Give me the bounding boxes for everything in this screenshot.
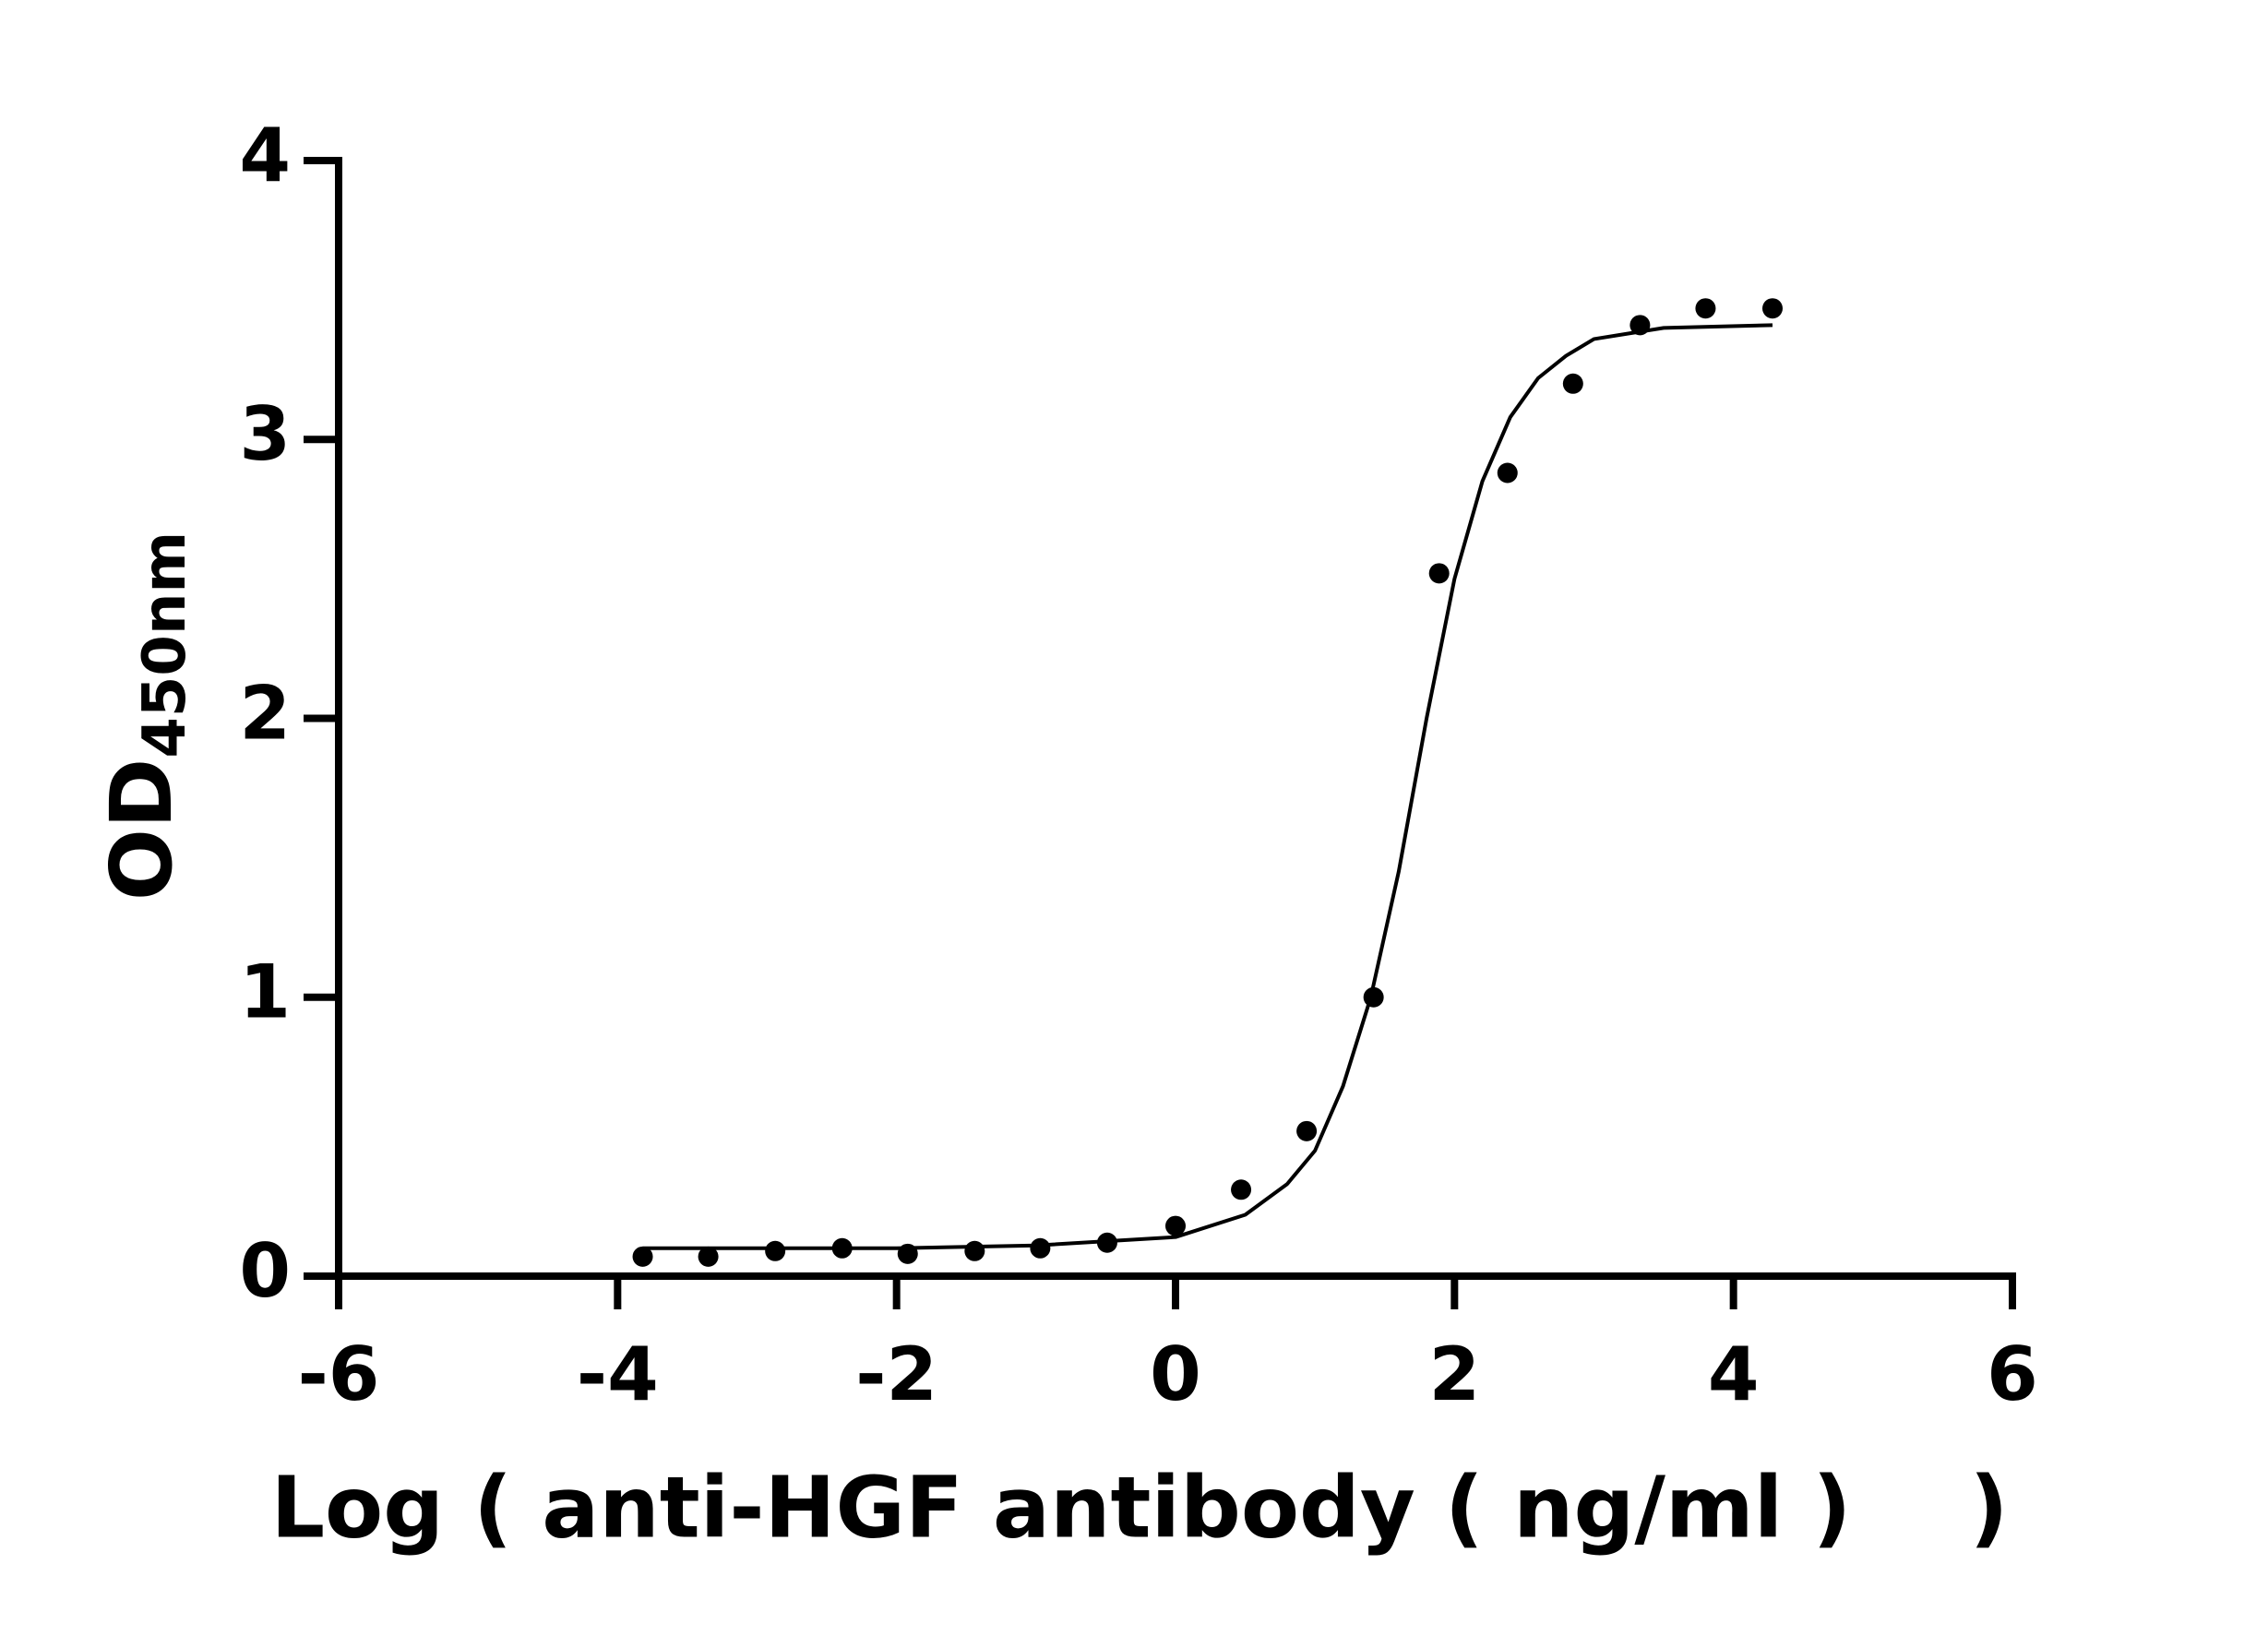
data-point [632,1246,653,1267]
data-point [765,1240,786,1261]
data-point [1562,373,1583,394]
data-point [1695,298,1716,319]
data-point [1761,298,1783,319]
y-tick-label: 2 [239,670,291,756]
y-axis-label-main: OD [92,758,191,902]
data-point [1296,1120,1318,1141]
y-tick-label: 3 [239,391,291,477]
data-point [1030,1237,1051,1259]
y-tick-label: 1 [239,949,291,1035]
x-tick-label: 4 [1708,1331,1760,1417]
x-tick-label: 2 [1428,1331,1480,1417]
y-axis-label: OD450nm [92,531,198,901]
y-axis-label-subscript: 450nm [131,531,199,758]
data-point [964,1240,985,1261]
data-point [1231,1179,1252,1200]
data-point [1165,1215,1186,1236]
x-axis-label: Log ( anti-HGF antibody ( ng/ml ) ) [270,1458,2008,1557]
x-tick-label: -6 [298,1331,380,1417]
data-point [1428,563,1450,584]
x-tick-label: 6 [1987,1331,2038,1417]
y-tick-label: 0 [239,1228,291,1314]
y-tick-label: 4 [239,113,291,198]
x-tick-label: 0 [1150,1331,1201,1417]
x-tick-label: -4 [577,1331,659,1417]
fit-curve [642,323,1773,1250]
x-tick-label: -2 [855,1331,937,1417]
data-point [698,1246,719,1267]
data-point [1497,462,1518,484]
